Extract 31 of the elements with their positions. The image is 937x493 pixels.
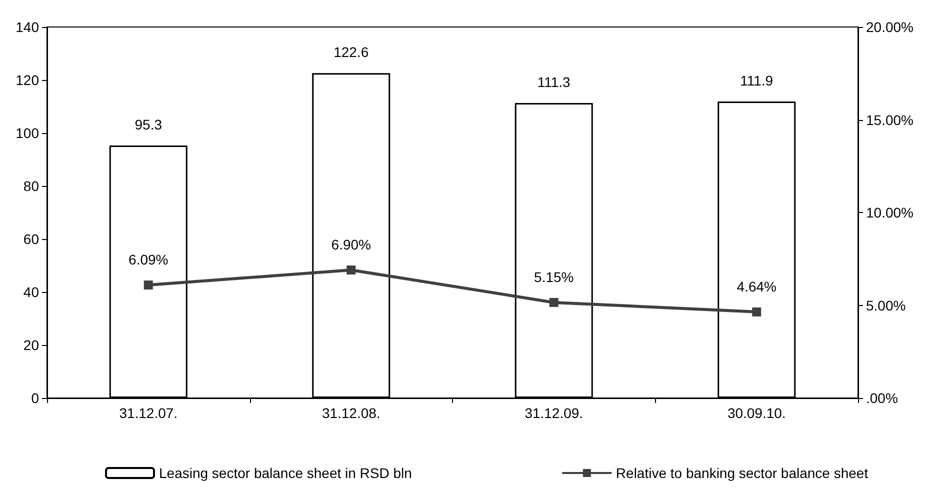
y2-tick-label: 20.00% bbox=[866, 19, 914, 35]
data-label: 95.3 bbox=[134, 116, 162, 132]
y2-tick-label: 10.00% bbox=[866, 204, 914, 220]
x-tick-label: 31.12.08. bbox=[322, 405, 380, 421]
y-tick-label: 20 bbox=[23, 337, 40, 353]
legend-label: Leasing sector balance sheet in RSD bln bbox=[159, 465, 412, 481]
data-label: 4.64% bbox=[736, 278, 776, 294]
point bbox=[144, 280, 153, 290]
data-label: 6.09% bbox=[128, 252, 168, 268]
point bbox=[752, 307, 762, 316]
legend-label: Relative to banking sector balance sheet bbox=[616, 465, 868, 481]
y2-tick-label: .00% bbox=[866, 390, 898, 406]
y-tick-label: 120 bbox=[16, 72, 40, 88]
x-tick-label: 31.12.07. bbox=[119, 405, 178, 421]
x-tick-label: 31.12.09. bbox=[524, 405, 584, 421]
data-label: 111.9 bbox=[740, 72, 774, 88]
y-tick-label: 60 bbox=[23, 231, 40, 247]
y-tick-label: 140 bbox=[16, 19, 40, 35]
x-tick-label: 30.09.10. bbox=[727, 405, 786, 421]
data-label: 6.90% bbox=[331, 236, 371, 253]
data-label: 111.3 bbox=[537, 74, 571, 90]
point bbox=[549, 298, 558, 307]
y-tick-label: 40 bbox=[23, 284, 40, 300]
y2-tick-label: 15.00% bbox=[866, 112, 914, 128]
y-tick-label: 80 bbox=[23, 178, 40, 194]
data-label: 122.6 bbox=[334, 44, 369, 60]
y2-tick-label: 5.00% bbox=[866, 297, 906, 314]
data-label: 5.15% bbox=[534, 268, 574, 285]
point bbox=[346, 266, 356, 275]
y-tick-label: 0 bbox=[31, 390, 40, 406]
y-tick-label: 100 bbox=[16, 125, 40, 141]
